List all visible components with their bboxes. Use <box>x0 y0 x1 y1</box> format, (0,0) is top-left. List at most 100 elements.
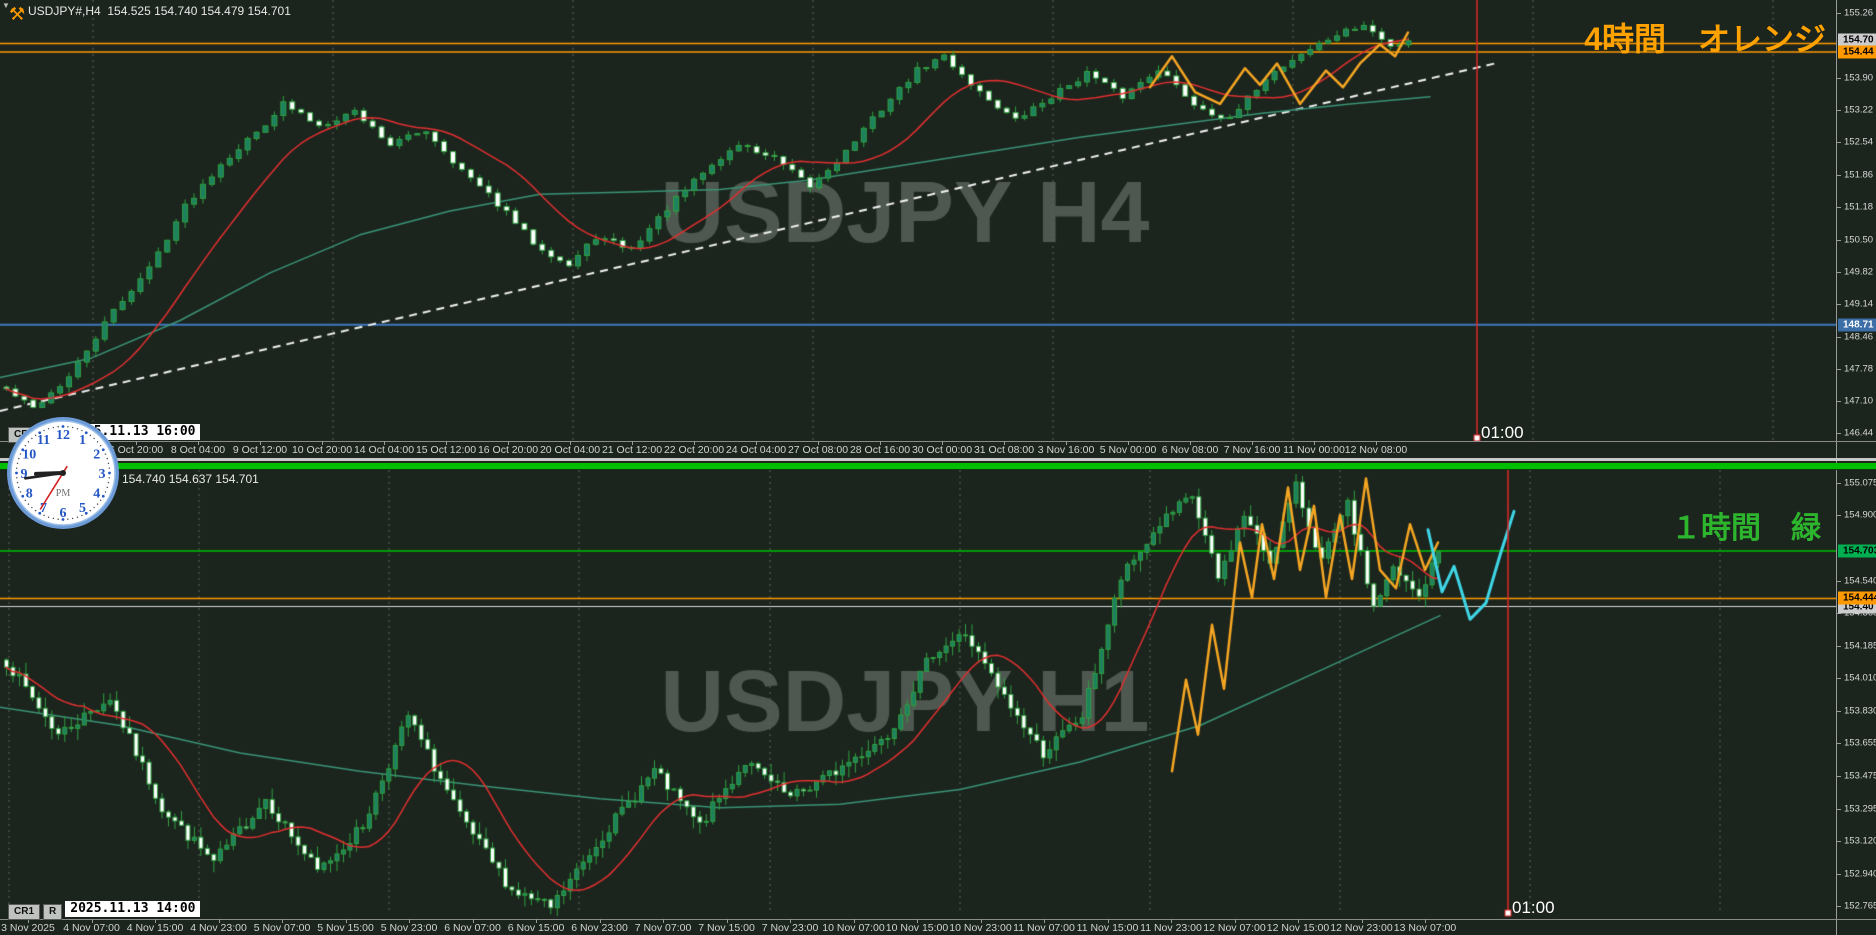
h1-vline-time-label: 01:00 <box>1512 898 1555 917</box>
svg-text:6: 6 <box>60 506 67 521</box>
time-axis-tick <box>942 441 943 445</box>
price-tick-label: 153.90 <box>1844 72 1874 84</box>
time-axis-label: 13 Nov 07:00 <box>1393 922 1457 934</box>
time-axis-label: 6 Nov 15:00 <box>507 922 565 934</box>
time-axis-label: 14 Oct 04:00 <box>353 444 415 456</box>
price-tick-label: 153.22 <box>1844 104 1874 116</box>
price-tick-label: 151.18 <box>1844 201 1874 213</box>
time-axis-label: 7 Nov 15:00 <box>698 922 755 934</box>
time-axis-tick <box>1044 919 1045 923</box>
time-axis-tick <box>818 441 819 445</box>
time-axis-tick <box>756 441 757 445</box>
time-axis-label: 31 Oct 08:00 <box>973 444 1035 456</box>
time-axis-tick <box>663 919 664 923</box>
time-axis-tick <box>136 441 137 445</box>
time-axis-label: 4 Nov 23:00 <box>190 922 247 934</box>
h1-r-button[interactable]: R <box>43 904 63 920</box>
h4-time-axis[interactable]: 6 Oct 20:00 8 Oct 04:00 9 Oct 12:00 10 Oct … <box>0 441 1836 458</box>
time-axis-tick <box>1190 441 1191 445</box>
price-tick <box>1837 645 1841 647</box>
price-tick <box>1837 742 1841 744</box>
price-marker-box-green: 154.703 <box>1838 544 1876 558</box>
time-axis-tick <box>282 919 283 923</box>
time-axis-label: 3 Nov 2025 <box>1 922 55 934</box>
time-axis-label: 7 Nov 23:00 <box>761 922 819 934</box>
h1-cr1-button[interactable]: CR1 <box>8 904 41 920</box>
price-tick <box>1837 775 1841 777</box>
price-tick <box>1837 905 1841 907</box>
price-tick <box>1837 808 1841 810</box>
price-tick <box>1837 336 1841 338</box>
time-axis-tick <box>218 919 220 923</box>
price-tick <box>1837 432 1841 434</box>
price-tick-label: 154.010 <box>1844 672 1876 684</box>
price-tick-label: 152.765 <box>1844 900 1876 912</box>
time-axis-label: 12 Nov 15:00 <box>1266 922 1330 934</box>
price-tick <box>1837 677 1841 679</box>
price-tick <box>1837 515 1841 517</box>
price-tick-label: 152.54 <box>1844 136 1874 148</box>
time-axis-tick <box>917 919 918 923</box>
time-axis-label: 6 Nov 23:00 <box>571 922 628 934</box>
time-axis-label: 5 Nov 23:00 <box>380 922 438 934</box>
price-tick-label: 153.120 <box>1844 835 1876 847</box>
time-axis-label: 28 Oct 16:00 <box>849 444 911 456</box>
svg-text:11: 11 <box>37 433 50 448</box>
price-tick-label: 153.655 <box>1844 737 1876 749</box>
time-axis-label: 12 Nov 23:00 <box>1330 922 1393 934</box>
price-marker-box-orange: 154.44 <box>1838 45 1876 59</box>
time-axis-tick <box>1298 919 1299 923</box>
price-tick <box>1837 13 1841 14</box>
time-axis-tick <box>1066 441 1067 445</box>
price-tick <box>1837 207 1841 209</box>
h1-symbol-info: 154.740 154.637 154.701 <box>122 472 259 486</box>
h1-time-axis[interactable]: 3 Nov 2025 4 Nov 07:00 4 Nov 15:00 4 Nov 23… <box>0 919 1836 935</box>
price-tick <box>1837 580 1841 582</box>
time-axis-label: 11 Nov 07:00 <box>1013 922 1075 934</box>
time-axis-tick <box>1425 919 1426 923</box>
time-axis-tick <box>198 441 199 445</box>
time-axis-tick <box>508 441 509 445</box>
price-tick-label: 146.44 <box>1844 427 1874 439</box>
price-tick <box>1837 873 1841 875</box>
time-axis-label: 5 Nov 15:00 <box>317 922 374 934</box>
clock-minute-hand <box>24 471 65 480</box>
drawing-tools-icon: ⚒ <box>9 4 26 24</box>
h1-annotation-label: １時間 緑 <box>1671 512 1821 545</box>
clock-center-pin <box>60 470 66 476</box>
price-tick-label: 147.78 <box>1844 363 1874 375</box>
time-axis-label: 16 Oct 20:00 <box>477 444 539 456</box>
time-axis-label: 10 Nov 15:00 <box>885 922 949 934</box>
price-tick <box>1837 142 1841 144</box>
svg-text:7: 7 <box>40 501 47 516</box>
price-tick-label: 149.82 <box>1844 266 1874 278</box>
price-tick-label: 154.900 <box>1844 509 1876 521</box>
svg-text:4: 4 <box>93 487 100 502</box>
time-axis-tick <box>260 441 261 445</box>
panel-splitter[interactable] <box>0 458 1876 461</box>
svg-text:8: 8 <box>26 487 33 502</box>
h4-symbol-label: USDJPY#,H4 <box>28 4 101 18</box>
time-axis-tick <box>1361 919 1363 923</box>
price-tick-label: 153.830 <box>1844 705 1876 717</box>
time-axis-label: 11 Nov 23:00 <box>1140 922 1202 934</box>
time-axis-label: 7 Nov 16:00 <box>1223 444 1281 456</box>
time-axis-tick <box>1171 919 1172 923</box>
time-axis-tick <box>1252 441 1253 445</box>
time-axis-tick <box>384 441 385 445</box>
svg-text:12: 12 <box>56 428 70 443</box>
svg-text:2: 2 <box>93 448 100 463</box>
price-tick-label: 155.26 <box>1844 7 1874 19</box>
h1-axis-separator <box>0 919 1876 920</box>
time-axis-tick <box>632 441 633 445</box>
time-axis-label: 4 Nov 15:00 <box>126 922 184 934</box>
price-tick <box>1837 710 1841 712</box>
time-axis-label: 20 Oct 04:00 <box>539 444 601 456</box>
price-tick-label: 153.475 <box>1844 770 1876 782</box>
h4-annotation-label: 4時間 オレンジ <box>1584 21 1826 57</box>
time-axis-tick <box>790 919 791 923</box>
time-axis-label: 10 Nov 07:00 <box>822 922 885 934</box>
h1-bottom-toolbar: CR1 R 2025.11.13 14:00 <box>8 901 201 920</box>
time-axis-tick <box>1128 441 1129 445</box>
